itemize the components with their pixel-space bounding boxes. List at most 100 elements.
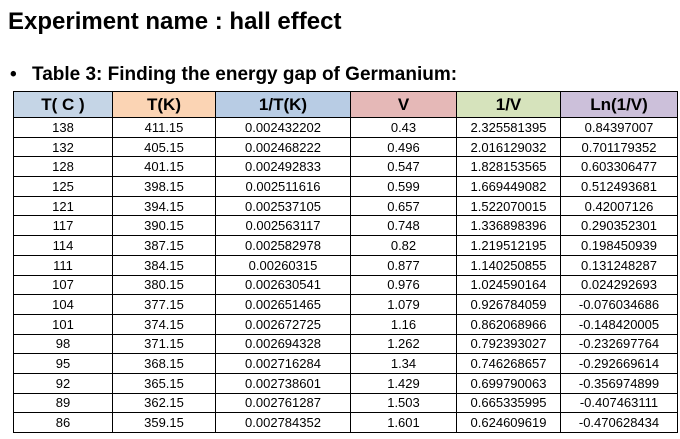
table-cell: 128 [13, 156, 113, 178]
table-cell: 0.665335995 [456, 392, 561, 414]
table-cell: 0.002784352 [215, 412, 351, 433]
table-cell: 0.002511616 [215, 176, 351, 197]
table-cell: 0.002651465 [215, 294, 351, 315]
header-row: T( C ) T(K) 1/T(K) V 1/V Ln(1/V) [13, 91, 678, 118]
table-cell: 101 [13, 313, 113, 335]
table-row: 104 377.15 0.002651465 1.079 0.926784059 -0.0… [13, 294, 678, 315]
table-cell: 0.599 [350, 176, 457, 197]
table-row: 95 368.15 0.002716284 1.34 0.746268657 -0.292… [13, 353, 678, 374]
table-row: 132 405.15 0.002468222 0.496 2.016129032 0.70… [13, 136, 678, 158]
table-cell: 1.219512195 [456, 235, 561, 256]
table-cell: 0.002694328 [215, 333, 351, 355]
column-header: 1/V [456, 91, 561, 118]
table-cell: 92 [13, 372, 113, 394]
table-cell: 371.15 [112, 333, 216, 355]
table-cell: 98 [13, 333, 113, 355]
table-cell: 0.002630541 [215, 274, 351, 296]
table-cell: 0.002738601 [215, 372, 351, 394]
table-cell: 0.496 [350, 136, 457, 158]
table-cell: 0.792393027 [456, 333, 561, 355]
table-cell: 1.522070015 [456, 195, 561, 217]
table-cell: 398.15 [112, 176, 216, 197]
table-row: 128 401.15 0.002492833 0.547 1.828153565 0.60… [13, 156, 678, 178]
table-cell: 0.976 [350, 274, 457, 296]
table-cell: 0.198450939 [560, 235, 678, 256]
table-cell: 359.15 [112, 412, 216, 433]
table-cell: 401.15 [112, 156, 216, 178]
table-cell: 0.002761287 [215, 392, 351, 414]
table-cell: 0.024292693 [560, 274, 678, 296]
table-cell: 0.84397007 [560, 117, 678, 138]
table-cell: 1.601 [350, 412, 457, 433]
table-cell: 0.290352301 [560, 215, 678, 237]
table-cell: 1.16 [350, 313, 457, 335]
column-header: T( C ) [13, 91, 113, 118]
table-row: 138 411.15 0.002432202 0.43 2.325581395 0.843… [13, 117, 678, 138]
table-cell: 138 [13, 117, 113, 138]
table-cell: 0.002537105 [215, 195, 351, 217]
title: Experiment name : hall effect [8, 8, 342, 35]
table-row: 107 380.15 0.002630541 0.976 1.024590164 0.02… [13, 274, 678, 296]
table-cell: 0.877 [350, 254, 457, 276]
table-cell: 1.024590164 [456, 274, 561, 296]
table-cell: 104 [13, 294, 113, 315]
table-cell: 0.82 [350, 235, 457, 256]
table-cell: 411.15 [112, 117, 216, 138]
table-cell: 0.699790063 [456, 372, 561, 394]
table-row: 89 362.15 0.002761287 1.503 0.665335995 -0.40… [13, 392, 678, 414]
table-cell: 368.15 [112, 353, 216, 374]
column-header: Ln(1/V) [560, 91, 678, 118]
table-cell: 390.15 [112, 215, 216, 237]
table-cell: 0.862068966 [456, 313, 561, 335]
table-row: 86 359.15 0.002784352 1.601 0.624609619 -0.47… [13, 412, 678, 433]
table-row: 98 371.15 0.002694328 1.262 0.792393027 -0.23… [13, 333, 678, 355]
table-cell: 0.002492833 [215, 156, 351, 178]
table-cell: 377.15 [112, 294, 216, 315]
table-cell: 1.669449082 [456, 176, 561, 197]
table-cell: 1.079 [350, 294, 457, 315]
table-cell: 2.016129032 [456, 136, 561, 158]
table-cell: 0.603306477 [560, 156, 678, 178]
table-cell: 0.002716284 [215, 353, 351, 374]
table-cell: 0.657 [350, 195, 457, 217]
table-cell: -0.076034686 [560, 294, 678, 315]
table-cell: 0.002432202 [215, 117, 351, 138]
table-cell: 1.140250855 [456, 254, 561, 276]
table-cell: 374.15 [112, 313, 216, 335]
data-table: T( C ) T(K) 1/T(K) V 1/V Ln(1/V) 138 411.15 0.0… [13, 91, 678, 433]
table-cell: -0.356974899 [560, 372, 678, 394]
table-cell: 0.624609619 [456, 412, 561, 433]
subtitle: Table 3: Finding the energy gap of Germa… [32, 64, 458, 85]
table-cell: 1.262 [350, 333, 457, 355]
table-row: 101 374.15 0.002672725 1.16 0.862068966 -0.14… [13, 313, 678, 335]
table-cell: 132 [13, 136, 113, 158]
table-cell: 2.325581395 [456, 117, 561, 138]
table-cell: 86 [13, 412, 113, 433]
table-cell: 365.15 [112, 372, 216, 394]
column-header: V [350, 91, 457, 118]
table-cell: 0.43 [350, 117, 457, 138]
table-cell: 0.002582978 [215, 235, 351, 256]
table-row: 121 394.15 0.002537105 0.657 1.522070015 0.42… [13, 195, 678, 217]
table-cell: 1.336898396 [456, 215, 561, 237]
table-cell: 107 [13, 274, 113, 296]
table-cell: 0.002672725 [215, 313, 351, 335]
table-cell: 0.42007126 [560, 195, 678, 217]
table-row: 111 384.15 0.00260315 0.877 1.140250855 0.131… [13, 254, 678, 276]
table-cell: 95 [13, 353, 113, 374]
bullet: • [10, 64, 17, 85]
table-cell: 362.15 [112, 392, 216, 414]
table-cell: 121 [13, 195, 113, 217]
table-cell: -0.232697764 [560, 333, 678, 355]
table-cell: 0.512493681 [560, 176, 678, 197]
table-cell: 0.701179352 [560, 136, 678, 158]
table-cell: 380.15 [112, 274, 216, 296]
table-cell: 384.15 [112, 254, 216, 276]
table-cell: 125 [13, 176, 113, 197]
subtitle-line: • Table 3: Finding the energy gap of Germ… [10, 64, 457, 86]
table-cell: 0.748 [350, 215, 457, 237]
column-header: 1/T(K) [215, 91, 351, 118]
table-cell: 394.15 [112, 195, 216, 217]
table-row: 117 390.15 0.002563117 0.748 1.336898396 0.29… [13, 215, 678, 237]
